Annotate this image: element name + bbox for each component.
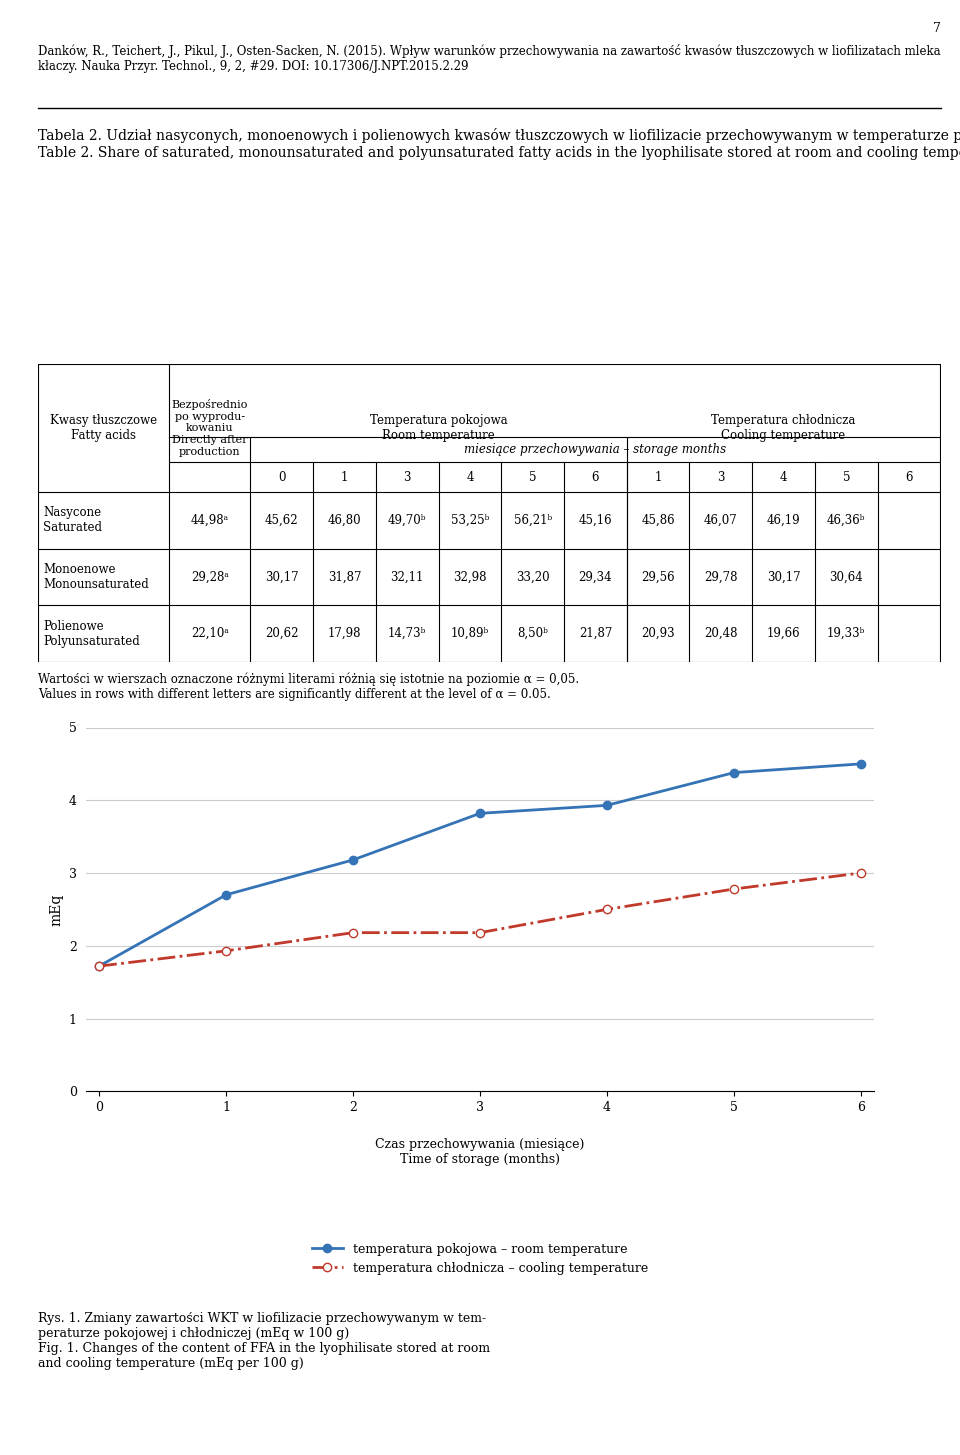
Text: Rys. 1. Zmiany zawartości WKT w liofilizacie przechowywanym w tem-
peraturze pok: Rys. 1. Zmiany zawartości WKT w liofiliz… (38, 1312, 491, 1371)
Text: 32,11: 32,11 (391, 570, 424, 583)
Text: 49,70ᵇ: 49,70ᵇ (388, 514, 426, 527)
Text: 1: 1 (341, 470, 348, 483)
Text: 3: 3 (403, 470, 411, 483)
Text: 19,33ᵇ: 19,33ᵇ (828, 627, 866, 640)
Text: Czas przechowywania (miesiące)
Time of storage (months): Czas przechowywania (miesiące) Time of s… (375, 1138, 585, 1165)
Text: 53,25ᵇ: 53,25ᵇ (451, 514, 490, 527)
Text: 46,36ᵇ: 46,36ᵇ (827, 514, 866, 527)
Text: 20,93: 20,93 (641, 627, 675, 640)
Text: 10,89ᵇ: 10,89ᵇ (451, 627, 489, 640)
Text: 5: 5 (843, 470, 850, 483)
Text: 30,64: 30,64 (829, 570, 863, 583)
Text: 31,87: 31,87 (327, 570, 361, 583)
Text: 5: 5 (529, 470, 537, 483)
Text: 33,20: 33,20 (516, 570, 549, 583)
Text: Nasycone
Saturated: Nasycone Saturated (43, 506, 102, 534)
Text: 17,98: 17,98 (327, 627, 361, 640)
Text: 46,19: 46,19 (767, 514, 801, 527)
Text: 45,62: 45,62 (265, 514, 299, 527)
Text: Danków, R., Teichert, J., Pikul, J., Osten-Sacken, N. (2015). Wpływ warunków prz: Danków, R., Teichert, J., Pikul, J., Ost… (38, 44, 941, 73)
Text: 0: 0 (278, 470, 285, 483)
Text: Monoenowe
Monounsaturated: Monoenowe Monounsaturated (43, 563, 149, 591)
Legend: temperatura pokojowa – room temperature, temperatura chłodnicza – cooling temper: temperatura pokojowa – room temperature,… (312, 1243, 648, 1275)
Text: 29,56: 29,56 (641, 570, 675, 583)
Text: 56,21ᵇ: 56,21ᵇ (514, 514, 552, 527)
Text: 29,78: 29,78 (704, 570, 737, 583)
Text: 29,28ᵃ: 29,28ᵃ (191, 570, 228, 583)
Text: 4: 4 (780, 470, 787, 483)
Text: 29,34: 29,34 (579, 570, 612, 583)
Text: 20,48: 20,48 (704, 627, 737, 640)
Text: 1: 1 (655, 470, 661, 483)
Text: miesiące przechowywania – storage months: miesiące przechowywania – storage months (465, 442, 727, 455)
Text: 32,98: 32,98 (453, 570, 487, 583)
Text: 19,66: 19,66 (767, 627, 801, 640)
Text: 6: 6 (905, 470, 913, 483)
Text: 6: 6 (591, 470, 599, 483)
Text: Temperatura chłodnicza
Cooling temperature: Temperatura chłodnicza Cooling temperatu… (711, 413, 855, 442)
Text: 22,10ᵃ: 22,10ᵃ (191, 627, 228, 640)
Text: Wartości w wierszach oznaczone różnymi literami różnią się istotnie na poziomie : Wartości w wierszach oznaczone różnymi l… (38, 672, 580, 701)
Text: Temperatura pokojowa
Room temperature: Temperatura pokojowa Room temperature (370, 413, 508, 442)
Text: 7: 7 (933, 22, 941, 35)
Text: 44,98ᵃ: 44,98ᵃ (191, 514, 228, 527)
Text: 21,87: 21,87 (579, 627, 612, 640)
Text: 3: 3 (717, 470, 725, 483)
Text: Kwasy tłuszczowe
Fatty acids: Kwasy tłuszczowe Fatty acids (50, 413, 157, 442)
Text: 20,62: 20,62 (265, 627, 299, 640)
Text: Bezpośrednio
po wyprodu-
kowaniu
Directly after
production: Bezpośrednio po wyprodu- kowaniu Directl… (172, 399, 248, 457)
Y-axis label: mEq: mEq (49, 893, 63, 925)
Text: 46,07: 46,07 (704, 514, 737, 527)
Text: 30,17: 30,17 (767, 570, 801, 583)
Text: 14,73ᵇ: 14,73ᵇ (388, 627, 426, 640)
Text: 46,80: 46,80 (327, 514, 361, 527)
Text: Tabela 2. Udział nasyconych, monoenowych i polienowych kwasów tłuszczowych w lio: Tabela 2. Udział nasyconych, monoenowych… (38, 128, 960, 160)
Text: 30,17: 30,17 (265, 570, 299, 583)
Text: Polienowe
Polyunsaturated: Polienowe Polyunsaturated (43, 620, 139, 647)
Text: 45,86: 45,86 (641, 514, 675, 527)
Text: 45,16: 45,16 (579, 514, 612, 527)
Text: 8,50ᵇ: 8,50ᵇ (517, 627, 548, 640)
Text: 4: 4 (467, 470, 473, 483)
